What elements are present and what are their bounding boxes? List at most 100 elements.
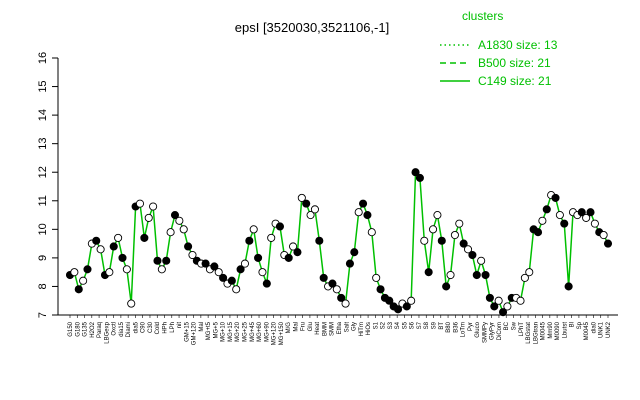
data-point (525, 268, 534, 277)
x-tick-label: Fru (301, 322, 307, 331)
data-point (114, 233, 123, 242)
data-point (542, 205, 551, 214)
data-point (245, 236, 254, 245)
data-point (420, 236, 429, 245)
x-tick-label: C90 (141, 321, 147, 333)
x-tick-label: S6 (410, 321, 416, 329)
x-tick-label: MG+60 (257, 321, 263, 342)
x-tick-label: LBGstat (526, 322, 532, 344)
x-tick-label: GM+15 (184, 321, 190, 342)
data-point (538, 216, 547, 225)
data-point (70, 268, 79, 277)
x-tick-label: Sp (577, 321, 583, 329)
x-tick-label: G150 (68, 321, 74, 336)
data-point (297, 193, 306, 202)
data-point (240, 259, 250, 268)
y-tick-label: 7 (37, 312, 49, 318)
x-tick-label: M0045 (584, 321, 590, 340)
x-tick-label: Gluco (475, 321, 481, 337)
x-tick-label: LPh (170, 322, 176, 333)
data-point (599, 230, 608, 240)
data-point (170, 211, 180, 220)
x-tick-label: MG+150 (279, 321, 285, 345)
data-point (249, 225, 258, 234)
data-point (289, 242, 298, 251)
data-point (577, 208, 586, 217)
data-point (184, 242, 193, 251)
x-tick-label: Etha (337, 321, 343, 334)
data-point (275, 222, 285, 231)
data-point (293, 248, 302, 257)
data-point (363, 211, 372, 220)
data-point (310, 205, 319, 214)
x-tick-label: S1 (373, 321, 379, 329)
x-tick-label: GlyPyr (490, 322, 496, 340)
data-point (284, 253, 293, 262)
x-tick-label: dia15 (119, 321, 125, 336)
data-point (227, 276, 236, 285)
data-point (551, 193, 560, 202)
y-tick-label: 13 (37, 138, 49, 150)
data-point (262, 279, 271, 288)
data-point (359, 199, 368, 208)
data-point (105, 268, 114, 277)
x-axis-ticks: G150 G180 G135 H2O2 Paraq LBGexp Oxctl dia15 Dia… (68, 315, 612, 345)
data-point (402, 302, 411, 311)
y-tick-label: 10 (37, 223, 49, 235)
data-point (433, 211, 442, 220)
data-point (92, 236, 101, 245)
legend: clusters A1830 size: 13 B500 size: 21 C1… (440, 9, 558, 88)
x-tick-label: MG+10 (221, 321, 227, 342)
x-tick-label: MG+90 (264, 321, 270, 342)
legend-title: clusters (462, 9, 503, 23)
data-point (411, 168, 420, 177)
data-point (254, 253, 263, 262)
chart-title: epsI [3520030,3521106,-1] (235, 20, 389, 35)
x-tick-label: B80 (446, 321, 452, 332)
data-point (144, 213, 153, 222)
y-tick-label: 12 (37, 166, 49, 178)
legend-label-b500: B500 size: 21 (478, 56, 551, 70)
x-tick-label: MG+25 (242, 321, 248, 342)
data-point (83, 265, 92, 274)
legend-label-c149: C149 size: 21 (478, 74, 552, 88)
data-point (232, 285, 241, 294)
data-point (533, 228, 543, 237)
data-point (376, 285, 385, 294)
x-tick-label: Gly (352, 322, 358, 331)
data-point (498, 308, 508, 317)
data-point (472, 270, 481, 280)
data-point (415, 173, 424, 182)
x-tick-label: Cold (155, 322, 161, 334)
data-point (127, 299, 136, 308)
data-point (463, 245, 473, 254)
y-tick-label: 14 (37, 109, 49, 121)
x-tick-label: S8 (424, 321, 430, 329)
y-tick-label: 11 (37, 195, 49, 206)
x-tick-label: Diami (126, 322, 132, 337)
data-point (135, 199, 145, 208)
data-point (350, 248, 359, 257)
data-point (210, 262, 219, 271)
x-tick-label: LoTm (461, 322, 467, 337)
data-point (166, 228, 175, 237)
y-tick-label: 16 (37, 52, 49, 64)
data-point (175, 216, 184, 225)
data-point (494, 296, 503, 305)
x-tick-label: MG+20 (235, 321, 241, 342)
data-point (490, 302, 499, 311)
x-tick-label: MG+t5 (206, 321, 212, 340)
x-tick-label: dia5 (133, 321, 139, 333)
data-point (236, 265, 245, 274)
data-point (162, 256, 171, 265)
x-tick-label: S2 (381, 321, 387, 329)
y-tick-label: 15 (37, 80, 49, 92)
data-point (332, 285, 341, 294)
x-tick-label: B36 (453, 321, 459, 332)
data-point (157, 265, 166, 274)
data-point (450, 230, 459, 240)
x-tick-label: GM+120 (192, 321, 198, 345)
y-tick-label: 8 (37, 283, 49, 289)
data-point (341, 299, 350, 308)
